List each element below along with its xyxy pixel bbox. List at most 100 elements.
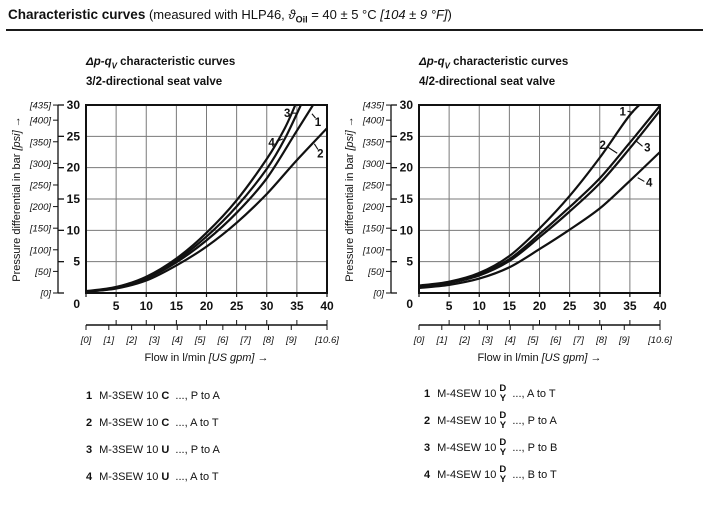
psi-tick-label: [50]: [367, 267, 384, 278]
y-tick-label: 25: [400, 130, 414, 144]
y-tick-label-zero: 0: [73, 297, 80, 311]
psi-tick-label: [200]: [362, 202, 384, 213]
header-close-paren: ): [447, 7, 452, 22]
curve-label-3: 3: [644, 143, 650, 155]
psi-tick-label: [300]: [29, 159, 51, 170]
x-tick-label: 15: [503, 299, 517, 313]
legend-row-3: 3 M-3SEW 10 U ..., P to A: [86, 436, 220, 463]
psi-tick-label: [100]: [362, 246, 384, 257]
psi-tick-label: [150]: [29, 224, 51, 235]
curve-label-1: 1: [619, 107, 626, 119]
psi-tick-label: [350]: [362, 138, 384, 149]
legend-curve-number: 1: [424, 387, 431, 400]
chart-svg-4-2-valve: [0] [50] [100] [150] [200] [250] [300] [350] [40…: [344, 98, 672, 364]
gpm-tick-label: [3]: [148, 335, 160, 346]
legend-model-code: M-4SEW 10: [437, 387, 497, 400]
theta-subscript: Oil: [295, 14, 308, 25]
curves-group: [419, 105, 660, 290]
legend-flow-path: ..., B to T: [509, 468, 557, 481]
legend-row-2: 2 M-3SEW 10 C ..., A to T: [86, 409, 220, 436]
x-tick-label: 20: [533, 299, 547, 313]
psi-tick-label: [400]: [362, 116, 384, 127]
curve-label-leader: [637, 177, 645, 183]
legend-row-1: 1 M-4SEW 10 D Y ..., A to T: [424, 380, 557, 407]
curve-label-leader: [276, 138, 284, 143]
y-tick-label: 20: [67, 161, 81, 175]
legend-model-code: M-4SEW 10: [437, 468, 497, 481]
q-subscript: V: [444, 61, 450, 71]
legend-curve-number: 1: [86, 389, 93, 402]
legend-curve-number: 4: [86, 470, 93, 483]
chart-block-4-2-valve: Δp-qV characteristic curves 4/2-directio…: [333, 54, 693, 373]
y-tick-label: 30: [400, 98, 414, 112]
curve-2: [86, 127, 327, 294]
legend-flow-path: ..., A to T: [509, 387, 556, 400]
curve-label-2: 2: [600, 140, 606, 152]
legend-model-code: M-3SEW 10: [99, 389, 159, 402]
chart-title-right: Δp-qV characteristic curves 4/2-directio…: [419, 54, 693, 91]
legend-model-code: M-3SEW 10: [99, 470, 159, 483]
psi-tick-label: [50]: [34, 267, 51, 278]
legend-flow-path: ..., A to T: [172, 470, 219, 483]
psi-tick-label: [435]: [362, 101, 384, 112]
header-temp-f: [104 ± 9 °F]: [380, 7, 448, 22]
legend-row-4: 4 M-3SEW 10 U ..., A to T: [86, 463, 220, 490]
gpm-tick-label: [5]: [194, 335, 206, 346]
chart-title-left: Δp-qV characteristic curves 3/2-directio…: [86, 54, 360, 91]
curve-label-leader: [313, 143, 319, 151]
psi-tick-label: [0]: [372, 289, 384, 300]
legend-row-1: 1 M-3SEW 10 C ..., P to A: [86, 382, 220, 409]
delta-p-q: Δp-q: [419, 56, 445, 68]
x-tick-label: 40: [320, 299, 334, 313]
header-rule: [6, 29, 703, 31]
legend-curve-number: 2: [424, 414, 431, 427]
y-tick-label: 15: [67, 192, 81, 206]
theta-symbol: ϑ: [288, 7, 296, 22]
y-tick-label: 5: [406, 255, 413, 269]
x-tick-label: 20: [200, 299, 214, 313]
curve-label-2: 2: [317, 149, 323, 161]
psi-tick-label: [150]: [362, 224, 384, 235]
chart-title-right-line2: 4/2-directional seat valve: [419, 76, 556, 89]
psi-tick-label: [200]: [29, 202, 51, 213]
gpm-tick-label: [4]: [171, 335, 183, 346]
x-tick-label: 5: [113, 299, 120, 313]
chart-title-left-line2: 3/2-directional seat valve: [86, 76, 223, 89]
delta-p-q: Δp-q: [86, 56, 112, 68]
chart-title-right-line1: Δp-qV characteristic curves: [419, 54, 693, 74]
gpm-tick-label: [4]: [504, 335, 516, 346]
y-tick-label: 10: [400, 224, 414, 238]
gpm-tick-label: [1]: [103, 335, 115, 346]
y-tick-label-zero: 0: [406, 297, 413, 311]
gpm-tick-label: [9]: [618, 335, 630, 346]
gpm-tick-label: [1]: [436, 335, 448, 346]
chart-block-3-2-valve: Δp-qV characteristic curves 3/2-directio…: [0, 54, 360, 373]
chart-title-suffix: characteristic curves: [116, 56, 236, 68]
page-header: Characteristic curves (measured with HLP…: [8, 7, 452, 25]
gpm-tick-label: [10.6]: [647, 335, 672, 346]
legend-model-code: M-4SEW 10: [437, 414, 497, 427]
curve-label-4: 4: [268, 138, 275, 150]
psi-tick-label: [350]: [29, 138, 51, 149]
gpm-tick-label: [9]: [285, 335, 297, 346]
y-axis-title: Pressure differential in bar [psi] →: [344, 117, 356, 283]
x-tick-label: 5: [446, 299, 453, 313]
curve-label-leader: [636, 141, 643, 148]
y-tick-label: 30: [67, 98, 81, 112]
legend-flow-path: ..., P to B: [509, 441, 558, 454]
y-tick-label: 5: [73, 255, 80, 269]
y-tick-label: 20: [400, 161, 414, 175]
y-axis-title: Pressure differential in bar [psi] →: [11, 117, 23, 283]
legend-variant: C: [161, 389, 170, 402]
gpm-tick-label: [0]: [413, 335, 425, 346]
y-tick-label: 15: [400, 192, 414, 206]
legend-row-3: 3 M-4SEW 10 D Y ..., P to B: [424, 434, 557, 461]
legend-curve-number: 2: [86, 416, 93, 429]
gpm-tick-label: [6]: [217, 335, 229, 346]
x-tick-label: 35: [623, 299, 637, 313]
x-tick-label: 10: [140, 299, 154, 313]
x-tick-label: 35: [290, 299, 304, 313]
